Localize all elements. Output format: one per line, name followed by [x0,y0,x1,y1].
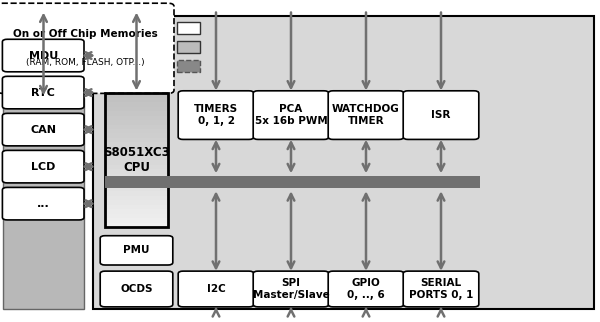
Bar [105,191,168,196]
Bar [105,156,168,160]
FancyBboxPatch shape [100,271,173,307]
Text: CAN: CAN [30,125,56,135]
FancyBboxPatch shape [2,39,84,72]
Bar [3,98,84,309]
Bar [105,93,168,227]
Text: WATCHDOG
TIMER: WATCHDOG TIMER [332,104,400,126]
Text: OCDS: OCDS [120,284,153,294]
Bar [105,187,168,191]
Bar [105,98,168,102]
Text: I2C: I2C [206,284,226,294]
Bar [105,134,168,138]
Bar [105,174,168,178]
Bar [105,169,168,174]
Bar [105,160,168,165]
Bar [105,223,168,227]
Bar [93,16,594,309]
FancyBboxPatch shape [0,3,174,93]
Text: S8051XC3
CPU: S8051XC3 CPU [103,146,170,174]
Text: On or Off Chip Memories: On or Off Chip Memories [13,29,158,39]
Bar [105,151,168,156]
Text: SERIAL
PORTS 0, 1: SERIAL PORTS 0, 1 [409,278,473,300]
Bar [105,183,168,187]
Bar [105,176,480,188]
FancyBboxPatch shape [2,150,84,183]
FancyBboxPatch shape [253,271,329,307]
Bar [105,120,168,125]
FancyBboxPatch shape [100,236,173,265]
FancyBboxPatch shape [178,271,254,307]
Text: RTC: RTC [31,88,55,98]
Bar [177,41,200,53]
Bar [105,116,168,120]
Text: PMU: PMU [123,245,150,255]
Bar [177,60,200,72]
FancyBboxPatch shape [328,91,404,139]
Bar [105,147,168,151]
FancyBboxPatch shape [253,91,329,139]
Text: PCA
5x 16b PWM: PCA 5x 16b PWM [254,104,328,126]
FancyBboxPatch shape [403,91,479,139]
Bar [105,129,168,134]
Text: (RAM, ROM, FLASH, OTP...): (RAM, ROM, FLASH, OTP...) [26,58,145,67]
Text: TIMERS
0, 1, 2: TIMERS 0, 1, 2 [194,104,238,126]
Text: ISR: ISR [431,110,451,120]
Bar [105,142,168,147]
Bar [105,200,168,205]
Bar [177,22,200,34]
Bar [105,107,168,111]
FancyBboxPatch shape [178,91,254,139]
FancyBboxPatch shape [328,271,404,307]
Text: MDU: MDU [29,51,58,61]
FancyBboxPatch shape [2,76,84,109]
Bar [105,196,168,200]
Bar [105,209,168,214]
Bar [105,138,168,142]
FancyBboxPatch shape [2,113,84,146]
Text: LCD: LCD [31,162,55,172]
Text: ...: ... [37,199,50,209]
Bar [105,102,168,107]
Bar [105,125,168,129]
Text: GPIO
0, .., 6: GPIO 0, .., 6 [347,278,385,300]
Bar [105,218,168,223]
Bar [105,93,168,98]
Bar [105,178,168,183]
FancyBboxPatch shape [403,271,479,307]
Bar [105,214,168,218]
Text: SPI
Master/Slave: SPI Master/Slave [253,278,329,300]
Bar [105,165,168,169]
Bar [105,111,168,116]
Bar [105,205,168,209]
FancyBboxPatch shape [2,187,84,220]
